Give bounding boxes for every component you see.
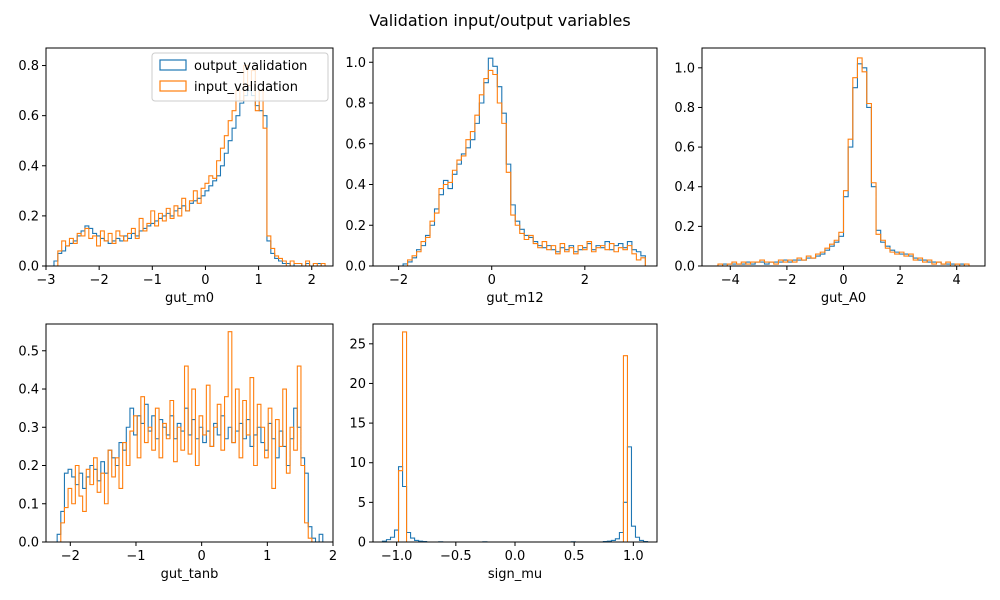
y-tick-label: 0.0 — [18, 260, 39, 275]
x-tick-label: 2 — [308, 273, 316, 288]
y-tick-label: 0.2 — [345, 219, 366, 234]
legend-entry-output_validation: output_validation — [194, 59, 307, 74]
y-tick-label: 0.8 — [345, 97, 366, 112]
x-tick-label: 0 — [488, 273, 496, 288]
legend-swatch-output_validation — [159, 59, 187, 71]
y-tick-label: 0.4 — [345, 178, 366, 193]
y-tick-label: 0.6 — [18, 109, 39, 124]
x-tick-label: −2 — [90, 273, 109, 288]
x-axis-label: gut_m0 — [165, 291, 214, 306]
series-input_validation — [713, 57, 974, 266]
y-tick-label: 1.0 — [674, 61, 695, 76]
y-tick-label: 15 — [349, 417, 366, 432]
legend-swatch-input_validation — [159, 80, 187, 92]
x-axis-label: sign_mu — [488, 567, 542, 582]
y-tick-label: 0.0 — [18, 536, 39, 551]
series-input_validation — [57, 331, 327, 542]
y-tick-label: 20 — [349, 377, 366, 392]
y-tick-label: 0.4 — [18, 383, 39, 398]
legend-entry-input_validation: input_validation — [194, 80, 298, 95]
y-tick-label: 0.6 — [345, 137, 366, 152]
x-tick-label: 4 — [953, 273, 961, 288]
axes-frame — [372, 47, 658, 267]
y-tick-label: 5 — [358, 496, 366, 511]
x-axis-label: gut_tanb — [161, 567, 219, 582]
y-tick-label: 0.8 — [18, 59, 39, 74]
y-tick-label: 0.2 — [18, 209, 39, 224]
x-tick-label: −1 — [143, 273, 162, 288]
y-tick-label: 10 — [349, 456, 366, 471]
series-input_validation — [398, 69, 646, 266]
y-tick-label: 0.1 — [18, 497, 39, 512]
x-tick-label: 2 — [896, 273, 904, 288]
y-tick-label: 0.6 — [674, 141, 695, 156]
x-tick-label: 1 — [263, 549, 271, 564]
x-tick-label: 2 — [581, 273, 589, 288]
x-tick-label: 1 — [254, 273, 262, 288]
y-tick-label: 0.4 — [18, 159, 39, 174]
subplot-gut_m0: −3 −2 −1 0 1 2 0.0 0.2 0.4 0.6 0.8 gut_m0 output_val… — [18, 47, 334, 306]
x-tick-label: −2 — [389, 273, 408, 288]
subplots: −3 −2 −1 0 1 2 0.0 0.2 0.4 0.6 0.8 gut_m0 output_val… — [18, 47, 986, 582]
series-output_validation — [398, 57, 646, 266]
y-tick-label: 0.0 — [674, 260, 695, 275]
y-tick-label: 0.3 — [18, 421, 39, 436]
x-tick-label: 0 — [198, 549, 206, 564]
axes-frame — [45, 323, 334, 543]
y-tick-label: 0.0 — [345, 260, 366, 275]
legend: output_validation input_validation — [151, 52, 329, 102]
subplot-gut_A0: −4 −2 0 2 4 0.0 0.2 0.4 0.6 0.8 1.0 gut_A0 — [674, 47, 986, 306]
y-tick-label: 0.4 — [674, 180, 695, 195]
x-tick-label: −1 — [126, 549, 145, 564]
x-tick-label: 0 — [839, 273, 847, 288]
y-tick-label: 0.5 — [18, 344, 39, 359]
x-tick-label: 0.5 — [564, 549, 585, 564]
x-tick-label: −4 — [721, 273, 740, 288]
x-tick-label: 0 — [201, 273, 209, 288]
subplot-gut_m12: −2 0 2 0.0 0.2 0.4 0.6 0.8 1.0 gut_m12 — [345, 47, 658, 306]
axes-frame — [45, 47, 334, 267]
x-tick-label: −2 — [777, 273, 796, 288]
x-tick-label: 1.0 — [623, 549, 644, 564]
series-output_validation — [381, 446, 649, 542]
x-axis-label: gut_A0 — [821, 291, 866, 306]
series-input_validation — [53, 64, 326, 266]
x-axis-label: gut_m12 — [486, 291, 543, 306]
y-tick-label: 25 — [349, 337, 366, 352]
y-tick-label: 0 — [358, 536, 366, 551]
x-tick-label: −3 — [36, 273, 55, 288]
figure-title: Validation input/output variables — [369, 11, 630, 30]
y-tick-label: 1.0 — [345, 56, 366, 71]
x-tick-label: 0.0 — [505, 549, 526, 564]
y-tick-label: 0.8 — [674, 101, 695, 116]
x-tick-label: −2 — [61, 549, 80, 564]
subplot-sign_mu: −1.0 −0.5 0.0 0.5 1.0 0 5 10 15 20 25 sign_mu — [349, 323, 658, 582]
x-tick-label: −0.5 — [440, 549, 472, 564]
legend-box — [151, 52, 329, 102]
x-tick-label: 2 — [329, 549, 337, 564]
y-tick-label: 0.2 — [18, 459, 39, 474]
y-tick-label: 0.2 — [674, 220, 695, 235]
subplot-gut_tanb: −2 −1 0 1 2 0.0 0.1 0.2 0.3 0.4 0.5 gut_tanb — [18, 323, 337, 582]
x-tick-label: −1.0 — [381, 549, 413, 564]
